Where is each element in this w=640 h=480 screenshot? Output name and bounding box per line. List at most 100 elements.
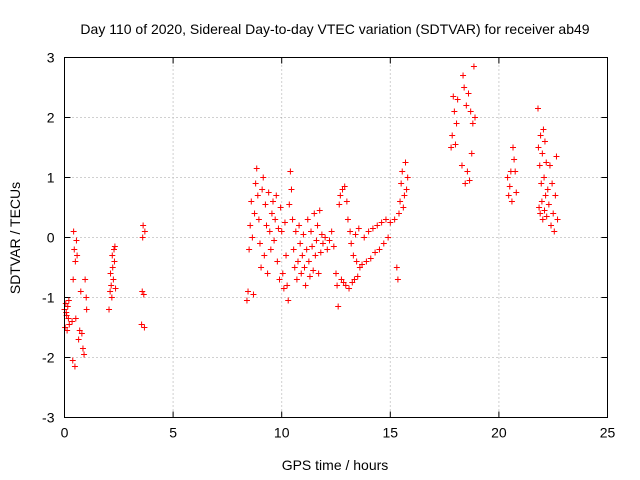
data-point xyxy=(253,165,260,172)
data-point xyxy=(287,168,294,175)
data-point xyxy=(454,96,461,103)
data-point xyxy=(367,255,374,262)
data-point xyxy=(541,207,548,214)
data-point xyxy=(82,276,89,283)
data-point xyxy=(301,264,308,271)
data-point xyxy=(284,282,291,289)
data-point xyxy=(285,297,292,304)
chart-title: Day 110 of 2020, Sidereal Day-to-day VTE… xyxy=(80,21,589,37)
data-point xyxy=(78,330,85,337)
data-point xyxy=(403,186,410,193)
data-point xyxy=(70,228,77,235)
data-point xyxy=(141,324,148,331)
data-point xyxy=(271,237,278,244)
data-point xyxy=(274,258,281,265)
data-point xyxy=(508,198,515,205)
data-point xyxy=(304,216,311,223)
data-point xyxy=(402,159,409,166)
data-point xyxy=(69,357,76,364)
data-point xyxy=(537,132,544,139)
data-point xyxy=(395,210,402,217)
data-point xyxy=(543,213,550,220)
x-axis-label: GPS time / hours xyxy=(282,457,389,473)
data-point xyxy=(472,114,479,121)
data-point xyxy=(318,231,325,238)
data-point xyxy=(109,252,116,259)
data-point xyxy=(463,102,470,109)
data-point xyxy=(337,192,344,199)
data-point xyxy=(317,249,324,256)
x-tick-label: 25 xyxy=(600,425,616,441)
data-point xyxy=(326,237,333,244)
data-point xyxy=(401,192,408,199)
data-point xyxy=(107,270,114,277)
data-point xyxy=(322,234,329,241)
data-point xyxy=(246,246,253,253)
data-point xyxy=(363,258,370,265)
data-point xyxy=(305,258,312,265)
x-tick-label: 5 xyxy=(169,425,177,441)
data-point xyxy=(334,282,341,289)
data-point xyxy=(264,270,271,277)
data-point xyxy=(250,291,257,298)
data-point xyxy=(293,276,300,283)
data-point xyxy=(540,126,547,133)
data-point xyxy=(343,198,350,205)
data-point xyxy=(302,282,309,289)
data-point xyxy=(538,180,545,187)
data-point xyxy=(106,306,113,313)
data-point xyxy=(448,144,455,151)
data-point xyxy=(310,267,317,274)
data-point xyxy=(316,207,323,214)
y-tick-label: 0 xyxy=(47,230,55,246)
data-point xyxy=(281,219,288,226)
data-point xyxy=(350,252,357,259)
data-point xyxy=(83,294,90,301)
y-tick-label: 3 xyxy=(47,50,55,66)
data-point xyxy=(376,246,383,253)
data-point xyxy=(451,108,458,115)
data-point xyxy=(347,228,354,235)
data-point xyxy=(261,252,268,259)
data-point xyxy=(248,198,255,205)
data-point xyxy=(111,243,118,250)
data-point xyxy=(315,270,322,277)
data-point xyxy=(535,144,542,151)
data-point xyxy=(312,252,319,259)
data-point xyxy=(534,105,541,112)
data-point xyxy=(306,273,313,280)
data-point xyxy=(259,186,266,193)
data-point xyxy=(374,222,381,229)
data-point xyxy=(319,240,326,247)
data-point xyxy=(108,294,115,301)
data-point xyxy=(539,216,546,223)
data-point xyxy=(75,336,82,343)
data-point xyxy=(328,228,335,235)
data-point xyxy=(140,291,147,298)
data-point xyxy=(112,285,119,292)
data-point xyxy=(81,351,88,358)
data-point xyxy=(71,363,78,370)
data-point xyxy=(111,258,118,265)
data-point xyxy=(467,108,474,115)
data-point xyxy=(545,201,552,208)
data-point xyxy=(553,153,560,160)
data-point xyxy=(260,174,267,181)
data-point xyxy=(539,150,546,157)
data-point xyxy=(369,225,376,232)
data-point xyxy=(544,186,551,193)
data-point xyxy=(267,246,274,253)
data-points xyxy=(61,63,561,370)
data-point xyxy=(294,258,301,265)
data-point xyxy=(275,225,282,232)
data-point xyxy=(380,240,387,247)
data-point xyxy=(397,198,404,205)
data-point xyxy=(290,246,297,253)
data-point xyxy=(262,201,269,208)
data-point xyxy=(548,222,555,229)
data-point xyxy=(139,288,146,295)
data-point xyxy=(506,183,513,190)
data-point xyxy=(355,225,362,232)
data-point xyxy=(324,246,331,253)
y-axis-label: SDTVAR / TECUs xyxy=(7,182,23,294)
